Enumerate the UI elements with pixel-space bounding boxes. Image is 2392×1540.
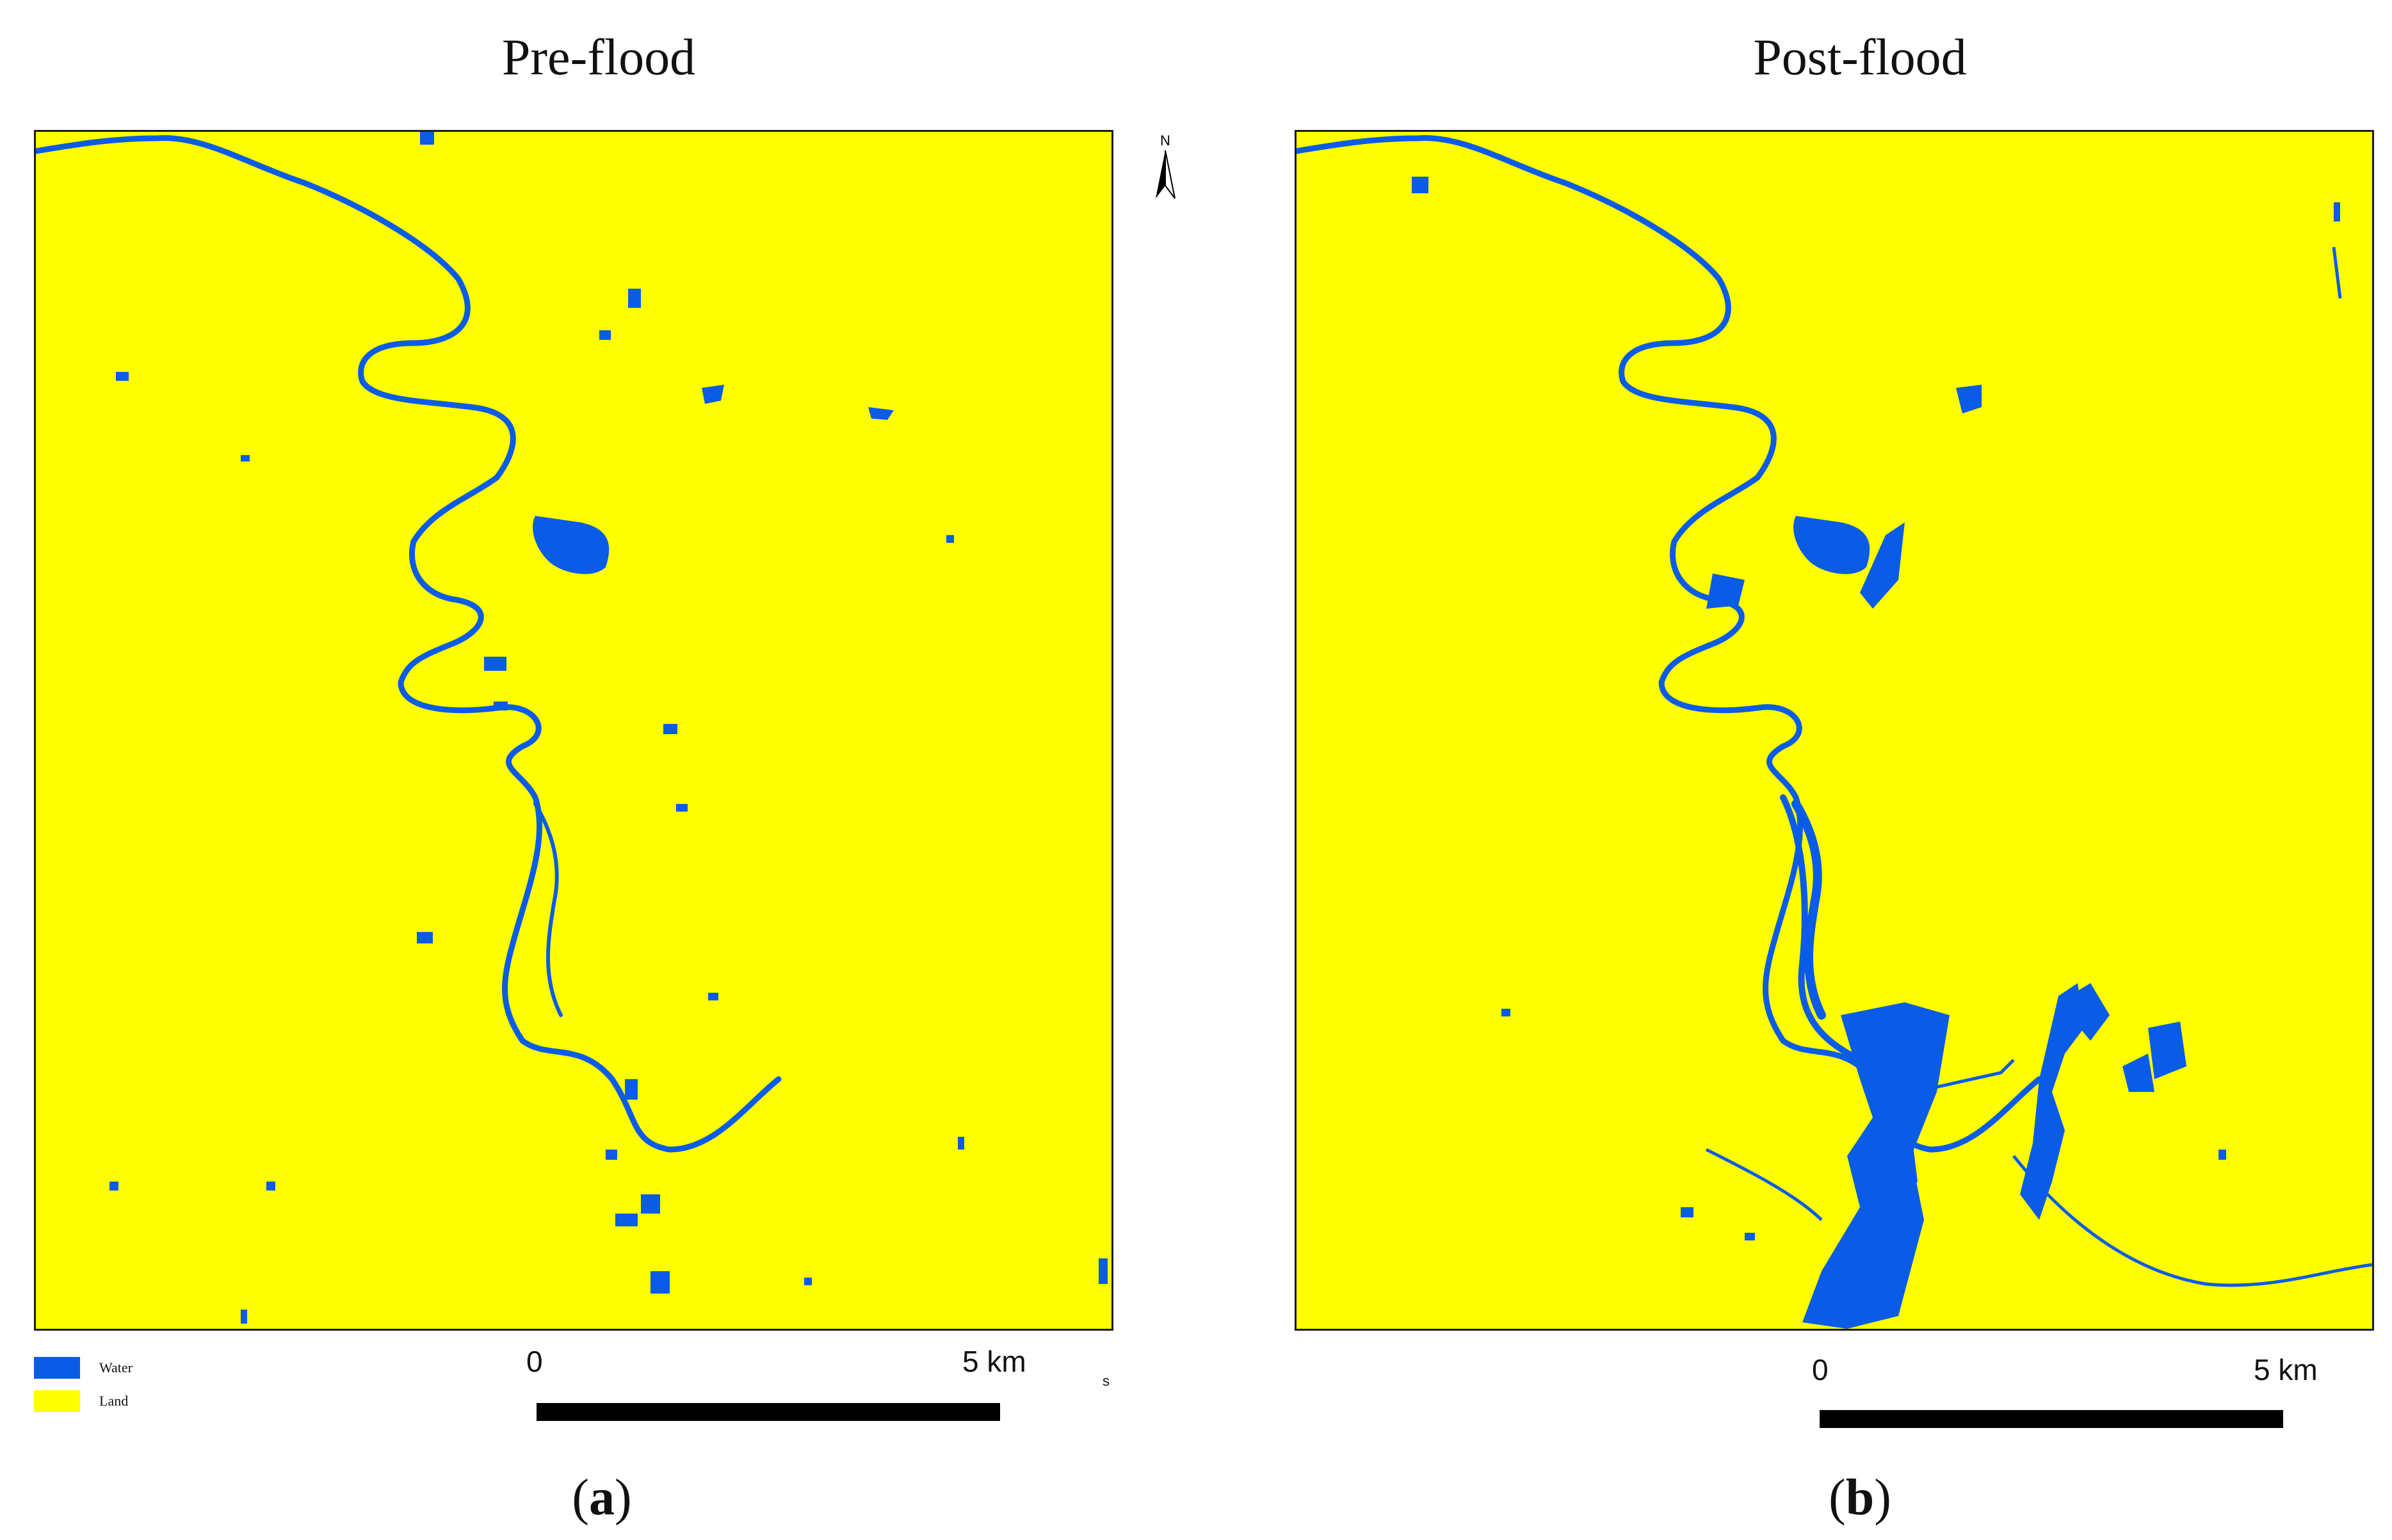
scale-b-bar (1820, 1410, 2283, 1428)
scale-b-end: 5 km (2254, 1353, 2318, 1386)
legend-swatch-water (34, 1357, 80, 1379)
pre-flood-map (34, 130, 1113, 1331)
pre-flood-water-layer (36, 132, 1108, 1324)
legend-label-land: Land (99, 1393, 129, 1409)
panel-b-title: Post-flood (1753, 29, 1967, 86)
legend-swatch-land (34, 1390, 80, 1412)
scale-b-start: 0 (1812, 1353, 1829, 1386)
stray-label: s (1103, 1373, 1110, 1389)
caption-a: (a) (572, 1470, 632, 1526)
north-arrow-icon: N (1149, 131, 1181, 202)
north-label: N (1160, 132, 1170, 148)
caption-b: (b) (1829, 1470, 1891, 1526)
post-flood-map (1295, 130, 2374, 1331)
post-flood-water-layer (1297, 135, 2372, 1329)
scale-a-bar (537, 1403, 1000, 1421)
panel-a-title: Pre-flood (501, 29, 696, 86)
scale-a-end: 5 km (962, 1345, 1026, 1378)
legend-label-water: Water (99, 1360, 133, 1376)
scale-a-start: 0 (526, 1345, 543, 1378)
